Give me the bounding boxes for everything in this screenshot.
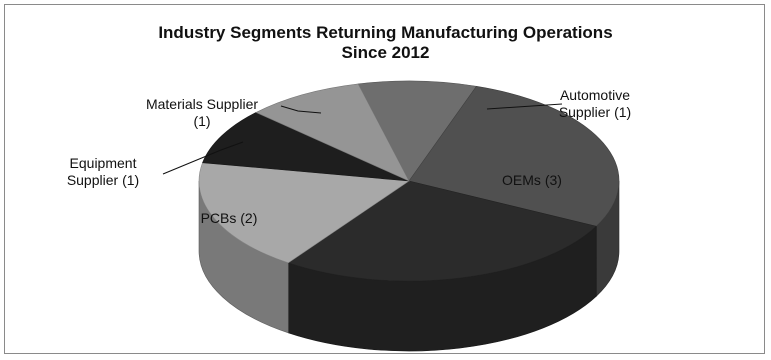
slice-label-0-line-1: Supplier (1) [559,104,631,120]
slice-label-5-line-1: (1) [193,113,210,129]
slice-label-4: Equipment Supplier (1) [67,155,139,188]
slice-label-5-line-0: Materials Supplier [146,96,258,112]
pie-chart: Automotive Supplier (1)OEMs (3)PCBs (2)Eq… [67,80,631,352]
slice-label-4-line-0: Equipment [70,155,137,171]
chart-title: Industry Segments Returning Manufacturin… [5,23,766,63]
pie-slice-1 [408,85,620,227]
pie-slice-0 [357,80,477,182]
chart-title-line-2: Since 2012 [341,43,430,62]
pie-slice-4 [202,112,410,182]
chart-title-line-1: Industry Segments Returning Manufacturin… [158,23,613,42]
pie-labels: Automotive Supplier (1)OEMs (3)PCBs (2)Eq… [67,87,631,226]
slice-label-1: OEMs (3) [502,172,562,188]
pie-slice-3 [198,162,410,264]
leader-line-5 [280,105,322,114]
leader-line-0 [486,103,563,110]
pie-tops [198,80,620,282]
slice-label-3: PCBs (2) [201,210,258,226]
slice-label-5: Materials Supplier (1) [146,96,258,129]
slice-label-0: Automotive Supplier (1) [559,87,631,120]
slice-label-4-line-1: Supplier (1) [67,172,139,188]
slice-label-1-line-0: OEMs (3) [502,172,562,188]
pie-slice-5 [255,83,410,182]
pie-sides [198,180,620,352]
slice-label-3-line-0: PCBs (2) [201,210,258,226]
chart-frame: Industry Segments Returning Manufacturin… [4,4,765,354]
slice-label-0-line-0: Automotive [560,87,630,103]
pie-slice-2 [287,180,597,282]
leader-line-4 [162,141,244,175]
